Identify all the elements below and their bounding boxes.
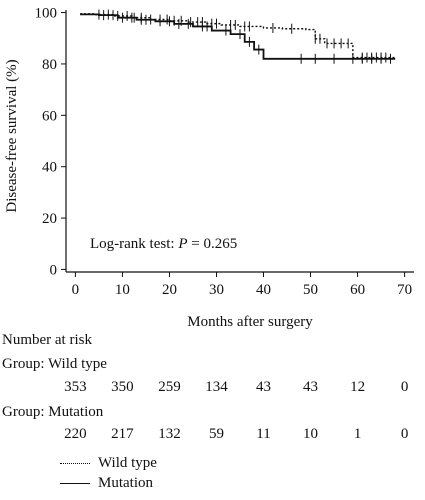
x-tick-label: 70 bbox=[397, 282, 412, 298]
legend-swatch-dotted bbox=[60, 463, 90, 465]
risk-count: 217 bbox=[111, 426, 134, 442]
series-line-mutation bbox=[80, 13, 396, 60]
risk-count: 134 bbox=[205, 379, 228, 395]
legend-swatch-solid bbox=[60, 483, 90, 485]
y-tick-label: 100 bbox=[35, 6, 58, 22]
risk-count: 1 bbox=[353, 426, 362, 442]
y-tick-label: 40 bbox=[42, 160, 57, 176]
legend-item-mutation: Mutation bbox=[60, 475, 153, 492]
risk-count: 59 bbox=[208, 426, 224, 442]
risk-count: 10 bbox=[303, 426, 319, 442]
risk-count: 220 bbox=[64, 426, 87, 442]
annotation-p-symbol: P bbox=[177, 236, 187, 252]
risk-count: 43 bbox=[256, 379, 271, 395]
risk-count: 0 bbox=[400, 379, 409, 395]
risk-count: 43 bbox=[303, 379, 319, 395]
survival-plot: 0 20 40 60 80 100 0 10 20 30 40 50 60 70 Disease-free… bbox=[4, 6, 414, 330]
risk-table-title: Number at risk bbox=[2, 332, 92, 348]
risk-count: 12 bbox=[350, 379, 366, 395]
risk-count: 132 bbox=[158, 426, 181, 442]
risk-count: 259 bbox=[158, 379, 181, 395]
x-tick-label: 0 bbox=[72, 282, 80, 298]
x-tick-label: 60 bbox=[350, 282, 365, 298]
y-tick-label: 0 bbox=[50, 262, 58, 278]
risk-row-mutation: 220 217 132 59 11 10 1 0 bbox=[0, 426, 425, 444]
x-tick-label: 40 bbox=[256, 282, 271, 298]
risk-group-label-mutation: Group: Mutation bbox=[2, 404, 104, 420]
x-tick-label: 50 bbox=[303, 282, 318, 298]
x-tick-label: 30 bbox=[209, 282, 224, 298]
y-tick-label: 20 bbox=[42, 211, 57, 227]
legend-label: Wild type bbox=[98, 455, 157, 471]
risk-count: 11 bbox=[256, 426, 271, 442]
curves bbox=[80, 9, 396, 64]
y-axis-label: Disease-free survival (%) bbox=[4, 59, 20, 212]
risk-count: 0 bbox=[400, 426, 409, 442]
x-axis-label: Months after surgery bbox=[187, 314, 313, 330]
risk-group-label-wild-type: Group: Wild type bbox=[2, 356, 107, 372]
y-tick-label: 60 bbox=[42, 108, 57, 124]
y-tick-label: 80 bbox=[42, 57, 57, 73]
log-rank-annotation: Log-rank test: P = 0.265 bbox=[90, 236, 237, 252]
x-tick-label: 10 bbox=[115, 282, 130, 298]
annotation-value: = 0.265 bbox=[187, 236, 237, 252]
series-line-wild-type bbox=[80, 13, 396, 59]
risk-count: 350 bbox=[111, 379, 134, 395]
x-tick-label: 20 bbox=[162, 282, 177, 298]
risk-row-wild-type: 353 350 259 134 43 43 12 0 bbox=[0, 379, 425, 397]
legend-item-wild-type: Wild type bbox=[60, 455, 157, 472]
legend-label: Mutation bbox=[98, 475, 153, 491]
risk-count: 353 bbox=[64, 379, 87, 395]
axes: 0 20 40 60 80 100 0 10 20 30 40 50 60 70 bbox=[35, 6, 414, 298]
annotation-prefix: Log-rank test: bbox=[90, 236, 178, 252]
